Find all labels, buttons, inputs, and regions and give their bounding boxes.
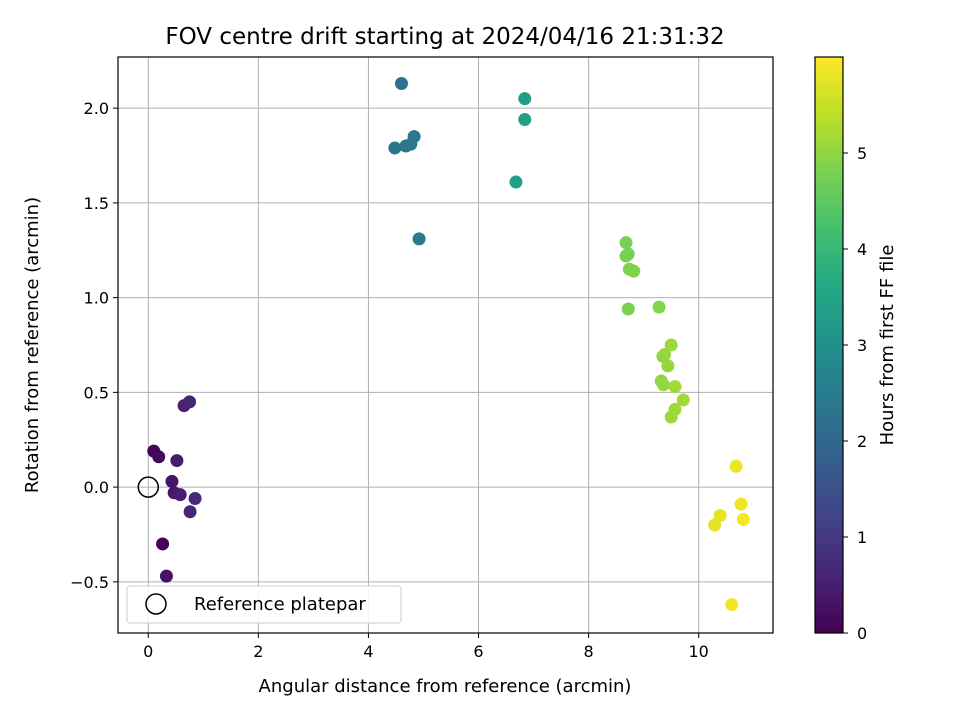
colorbar: 0 1 2 3 4 5 Hours from first FF file xyxy=(814,56,898,643)
colorbar-tick-label: 0 xyxy=(857,624,867,643)
data-point xyxy=(658,347,672,361)
colorbar-gradient xyxy=(815,57,843,633)
data-point xyxy=(668,402,682,416)
y-tick-label: 0.5 xyxy=(84,383,109,402)
data-point xyxy=(170,454,184,468)
data-point xyxy=(619,236,633,250)
colorbar-tick-label: 3 xyxy=(857,336,867,355)
data-point xyxy=(412,232,426,246)
colorbar-tick-label: 5 xyxy=(857,144,867,163)
data-point xyxy=(668,380,682,394)
colorbar-tick-label: 4 xyxy=(857,240,867,259)
x-tick-label: 2 xyxy=(253,642,263,661)
data-point xyxy=(736,512,750,526)
data-point xyxy=(152,450,166,464)
data-point xyxy=(388,141,402,155)
data-point xyxy=(734,497,748,511)
y-tick-label: 1.5 xyxy=(84,194,109,213)
data-point xyxy=(173,488,187,502)
data-point xyxy=(188,491,202,505)
data-point xyxy=(518,92,532,106)
data-point xyxy=(183,505,197,519)
data-point xyxy=(518,113,532,127)
data-point xyxy=(676,393,690,407)
data-point xyxy=(621,247,635,261)
colorbar-label: Hours from first FF file xyxy=(877,245,898,446)
data-point xyxy=(407,130,421,144)
data-point xyxy=(394,77,408,91)
colorbar-tick-label: 2 xyxy=(857,432,867,451)
data-point xyxy=(621,302,635,316)
x-axis-ticks: 0 2 4 6 8 10 xyxy=(143,633,709,661)
reference-marker xyxy=(137,476,160,498)
y-axis-ticks: −0.5 0.0 0.5 1.0 1.5 2.0 xyxy=(70,99,118,592)
data-point xyxy=(664,338,678,352)
data-point xyxy=(729,459,743,473)
data-point xyxy=(661,359,675,373)
data-point xyxy=(159,569,173,583)
chart-title: FOV centre drift starting at 2024/04/16 … xyxy=(165,24,724,50)
data-points xyxy=(137,77,750,612)
data-point xyxy=(156,537,170,551)
data-point xyxy=(656,378,670,392)
grid-lines xyxy=(118,57,773,633)
data-point xyxy=(165,474,179,488)
data-point xyxy=(725,598,739,612)
x-tick-label: 0 xyxy=(143,642,153,661)
x-tick-label: 6 xyxy=(473,642,483,661)
y-tick-label: −0.5 xyxy=(70,573,109,592)
data-point xyxy=(627,264,641,278)
legend-box xyxy=(126,585,402,624)
legend: Reference platepar xyxy=(126,585,402,624)
colorbar-ticks: 0 1 2 3 4 5 xyxy=(843,144,867,643)
data-point xyxy=(509,175,523,189)
y-tick-label: 0.0 xyxy=(84,478,109,497)
colorbar-tick-label: 1 xyxy=(857,528,867,547)
data-point xyxy=(708,518,722,532)
x-tick-label: 8 xyxy=(584,642,594,661)
data-point xyxy=(713,509,727,523)
legend-label: Reference platepar xyxy=(194,594,366,615)
plot-frame xyxy=(117,56,774,634)
x-tick-label: 10 xyxy=(689,642,709,661)
legend-marker xyxy=(145,593,167,615)
x-tick-label: 4 xyxy=(363,642,373,661)
y-tick-label: 1.0 xyxy=(84,289,109,308)
data-point xyxy=(183,395,197,409)
y-axis-label: Rotation from reference (arcmin) xyxy=(22,197,43,493)
y-tick-label: 2.0 xyxy=(84,99,109,118)
x-axis-label: Angular distance from reference (arcmin) xyxy=(259,676,632,697)
data-point xyxy=(652,300,666,314)
